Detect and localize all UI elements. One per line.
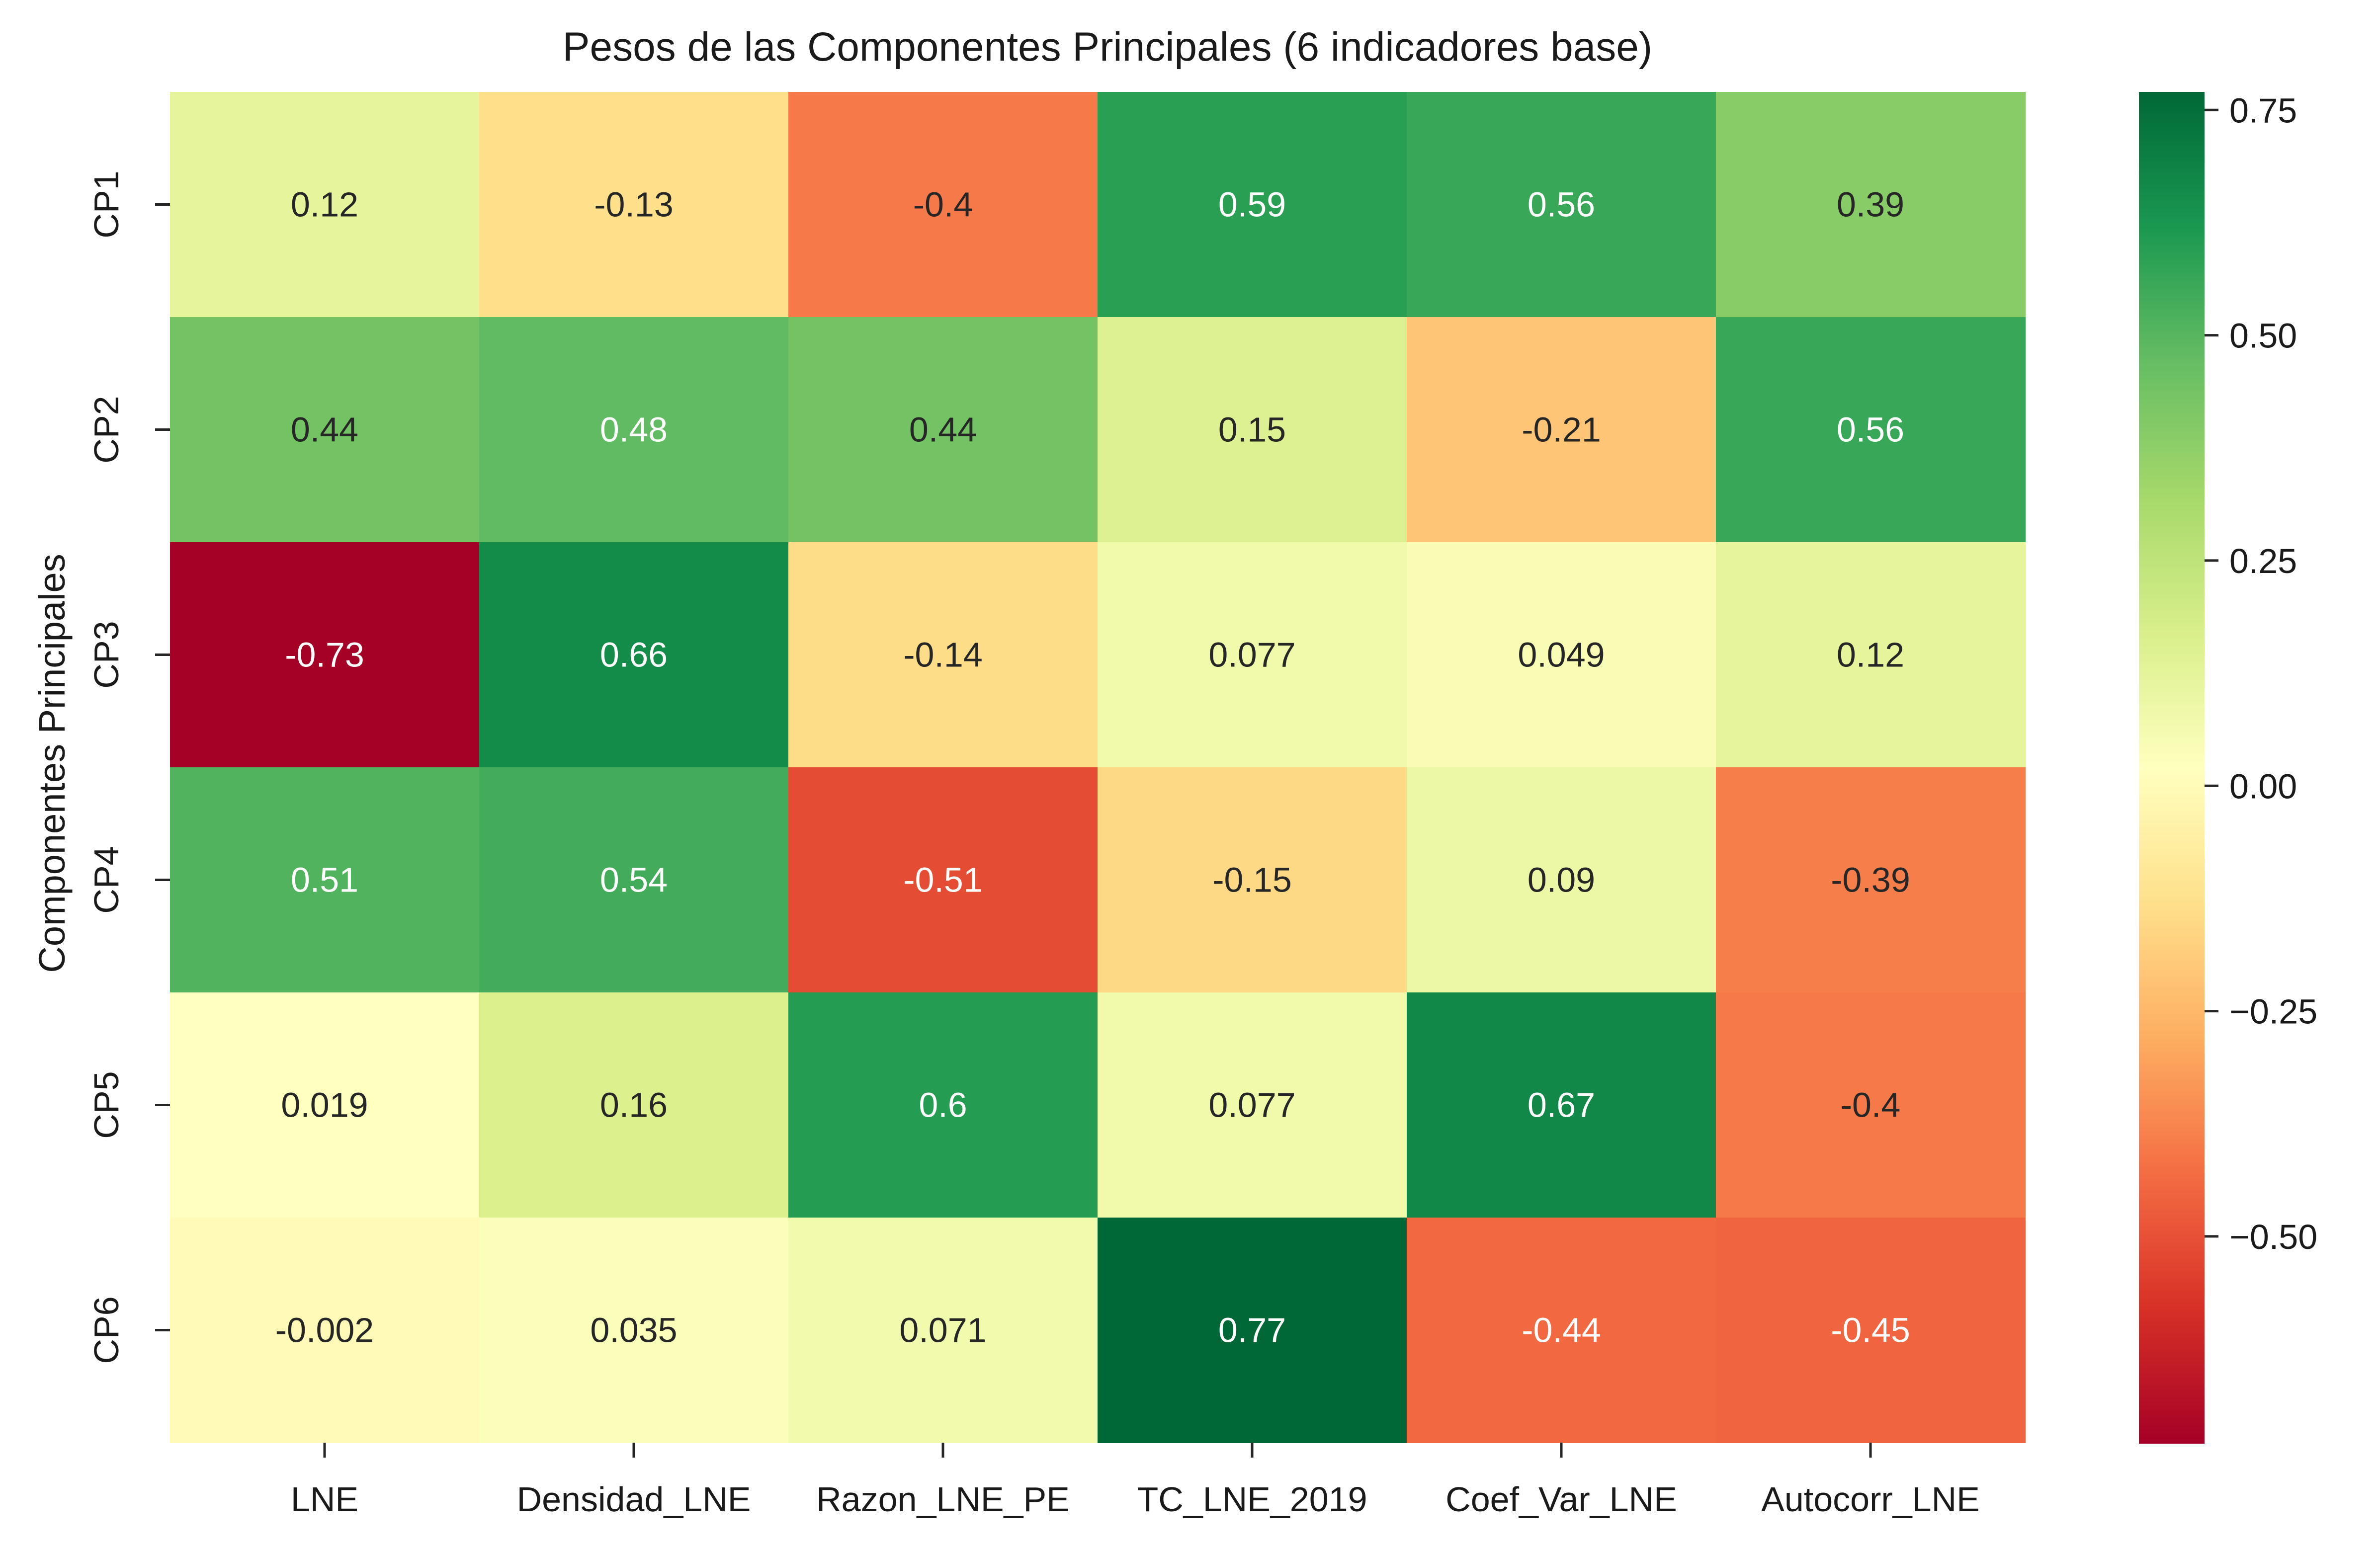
cell-value-label: 0.6: [919, 1086, 967, 1125]
colorbar-gradient: [2139, 92, 2205, 1444]
cell-value-label: -0.39: [1831, 861, 1910, 899]
heatmap-cell: [479, 767, 789, 993]
heatmap-cell: [170, 92, 480, 318]
heatmap-cell: [1098, 992, 1407, 1218]
heatmap-cell: [1716, 1218, 2026, 1443]
cell-value-label: 0.77: [1218, 1311, 1286, 1350]
x-tick-label: Razon_LNE_PE: [816, 1480, 1070, 1519]
cell-value-label: 0.09: [1528, 861, 1595, 899]
colorbar: 0.75 0.50 0.25 0.00 −0.25 −0.50: [2139, 91, 2317, 1444]
x-tick-label: Coef_Var_LNE: [1445, 1480, 1677, 1519]
cell-value-label: 0.67: [1528, 1086, 1595, 1125]
heatmap-cell: [1098, 317, 1407, 543]
cell-value-label: 0.019: [281, 1086, 368, 1125]
cell-value-label: -0.51: [903, 861, 983, 899]
heatmap-cell: [1716, 542, 2026, 768]
cell-value-label: -0.73: [285, 636, 364, 674]
cell-value-label: -0.44: [1522, 1311, 1601, 1350]
cell-value-label: -0.15: [1212, 861, 1292, 899]
colorbar-tick-label: 0.25: [2229, 542, 2297, 580]
heatmap-cell: [479, 542, 789, 768]
y-tick-label: CP2: [87, 396, 126, 463]
heatmap-cell: [479, 317, 789, 543]
heatmap-cells: 0.12 -0.13 -0.4 0.59 0.56 0.39 0.44 0.48 0.44 0.1…: [170, 92, 2026, 1443]
colorbar-tick-label: −0.25: [2229, 992, 2317, 1031]
heatmap-cell: [1407, 767, 1716, 993]
cell-value-label: 0.077: [1208, 636, 1295, 674]
heatmap-cell: [479, 92, 789, 318]
cell-value-label: 0.16: [600, 1086, 668, 1125]
y-tick-label: CP6: [87, 1296, 126, 1364]
cell-value-label: 0.035: [590, 1311, 677, 1350]
heatmap-cell: [170, 542, 480, 768]
heatmap-cell: [170, 317, 480, 543]
y-tick-label: CP1: [87, 170, 126, 238]
heatmap-cell: [1407, 317, 1716, 543]
heatmap-cell: [1407, 542, 1716, 768]
colorbar-tick-label: 0.50: [2229, 317, 2297, 355]
heatmap-cell: [479, 992, 789, 1218]
cell-value-label: 0.59: [1218, 185, 1286, 224]
x-tick-label: LNE: [291, 1480, 358, 1519]
y-tick-label: CP3: [87, 621, 126, 688]
heatmap-cell: [1716, 92, 2026, 318]
y-axis-label: Componentes Principales: [31, 554, 73, 973]
cell-value-label: 0.51: [291, 861, 358, 899]
heatmap-cell: [170, 767, 480, 993]
cell-value-label: 0.15: [1218, 410, 1286, 449]
heatmap-cell: [1098, 92, 1407, 318]
heatmap-cell: [788, 1218, 1098, 1443]
cell-value-label: -0.14: [903, 636, 983, 674]
cell-value-label: 0.071: [899, 1311, 986, 1350]
heatmap-cell: [170, 992, 480, 1218]
heatmap-cell: [1407, 92, 1716, 318]
cell-value-label: -0.13: [594, 185, 674, 224]
heatmap-cell: [1407, 992, 1716, 1218]
heatmap-cell: [788, 92, 1098, 318]
heatmap-cell: [788, 542, 1098, 768]
cell-value-label: -0.45: [1831, 1311, 1910, 1350]
y-tick-label: CP4: [87, 846, 126, 913]
heatmap-cell: [788, 317, 1098, 543]
colorbar-tick-label: 0.75: [2229, 91, 2297, 130]
heatmap-cell: [1716, 767, 2026, 993]
heatmap-cell: [1407, 1218, 1716, 1443]
cell-value-label: 0.12: [291, 185, 358, 224]
cell-value-label: 0.077: [1208, 1086, 1295, 1125]
cell-value-label: 0.66: [600, 636, 668, 674]
cell-value-label: -0.002: [275, 1311, 374, 1350]
heatmap-cell: [170, 1218, 480, 1443]
heatmap-cell: [788, 992, 1098, 1218]
colorbar-tick-label: −0.50: [2229, 1218, 2317, 1256]
heatmap-cell: [1098, 767, 1407, 993]
cell-value-label: -0.4: [1841, 1086, 1901, 1125]
x-tick-label: TC_LNE_2019: [1137, 1480, 1367, 1519]
cell-value-label: 0.56: [1528, 185, 1595, 224]
cell-value-label: 0.48: [600, 410, 668, 449]
cell-value-label: 0.44: [909, 410, 977, 449]
cell-value-label: 0.049: [1518, 636, 1605, 674]
cell-value-label: -0.21: [1522, 410, 1601, 449]
heatmap-cell: [1716, 992, 2026, 1218]
heatmap-cell: [1098, 1218, 1407, 1443]
chart-title: Pesos de las Componentes Principales (6 …: [563, 24, 1652, 70]
cell-value-label: 0.56: [1837, 410, 1904, 449]
cell-value-label: 0.54: [600, 861, 668, 899]
colorbar-tick-label: 0.00: [2229, 767, 2297, 806]
x-tick-label: Densidad_LNE: [517, 1480, 751, 1519]
heatmap-cell: [1716, 317, 2026, 543]
cell-value-label: 0.12: [1837, 636, 1904, 674]
cell-value-label: 0.44: [291, 410, 358, 449]
heatmap-cell: [1098, 542, 1407, 768]
x-axis: LNE Densidad_LNE Razon_LNE_PE TC_LNE_2019 Co…: [291, 1443, 1980, 1519]
cell-value-label: -0.4: [913, 185, 973, 224]
heatmap-cell: [479, 1218, 789, 1443]
x-tick-label: Autocorr_LNE: [1761, 1480, 1980, 1519]
y-tick-label: CP5: [87, 1071, 126, 1139]
heatmap-cell: [788, 767, 1098, 993]
y-axis: CP1 CP2 CP3 CP4 CP5 CP6: [87, 170, 170, 1364]
cell-value-label: 0.39: [1837, 185, 1904, 224]
